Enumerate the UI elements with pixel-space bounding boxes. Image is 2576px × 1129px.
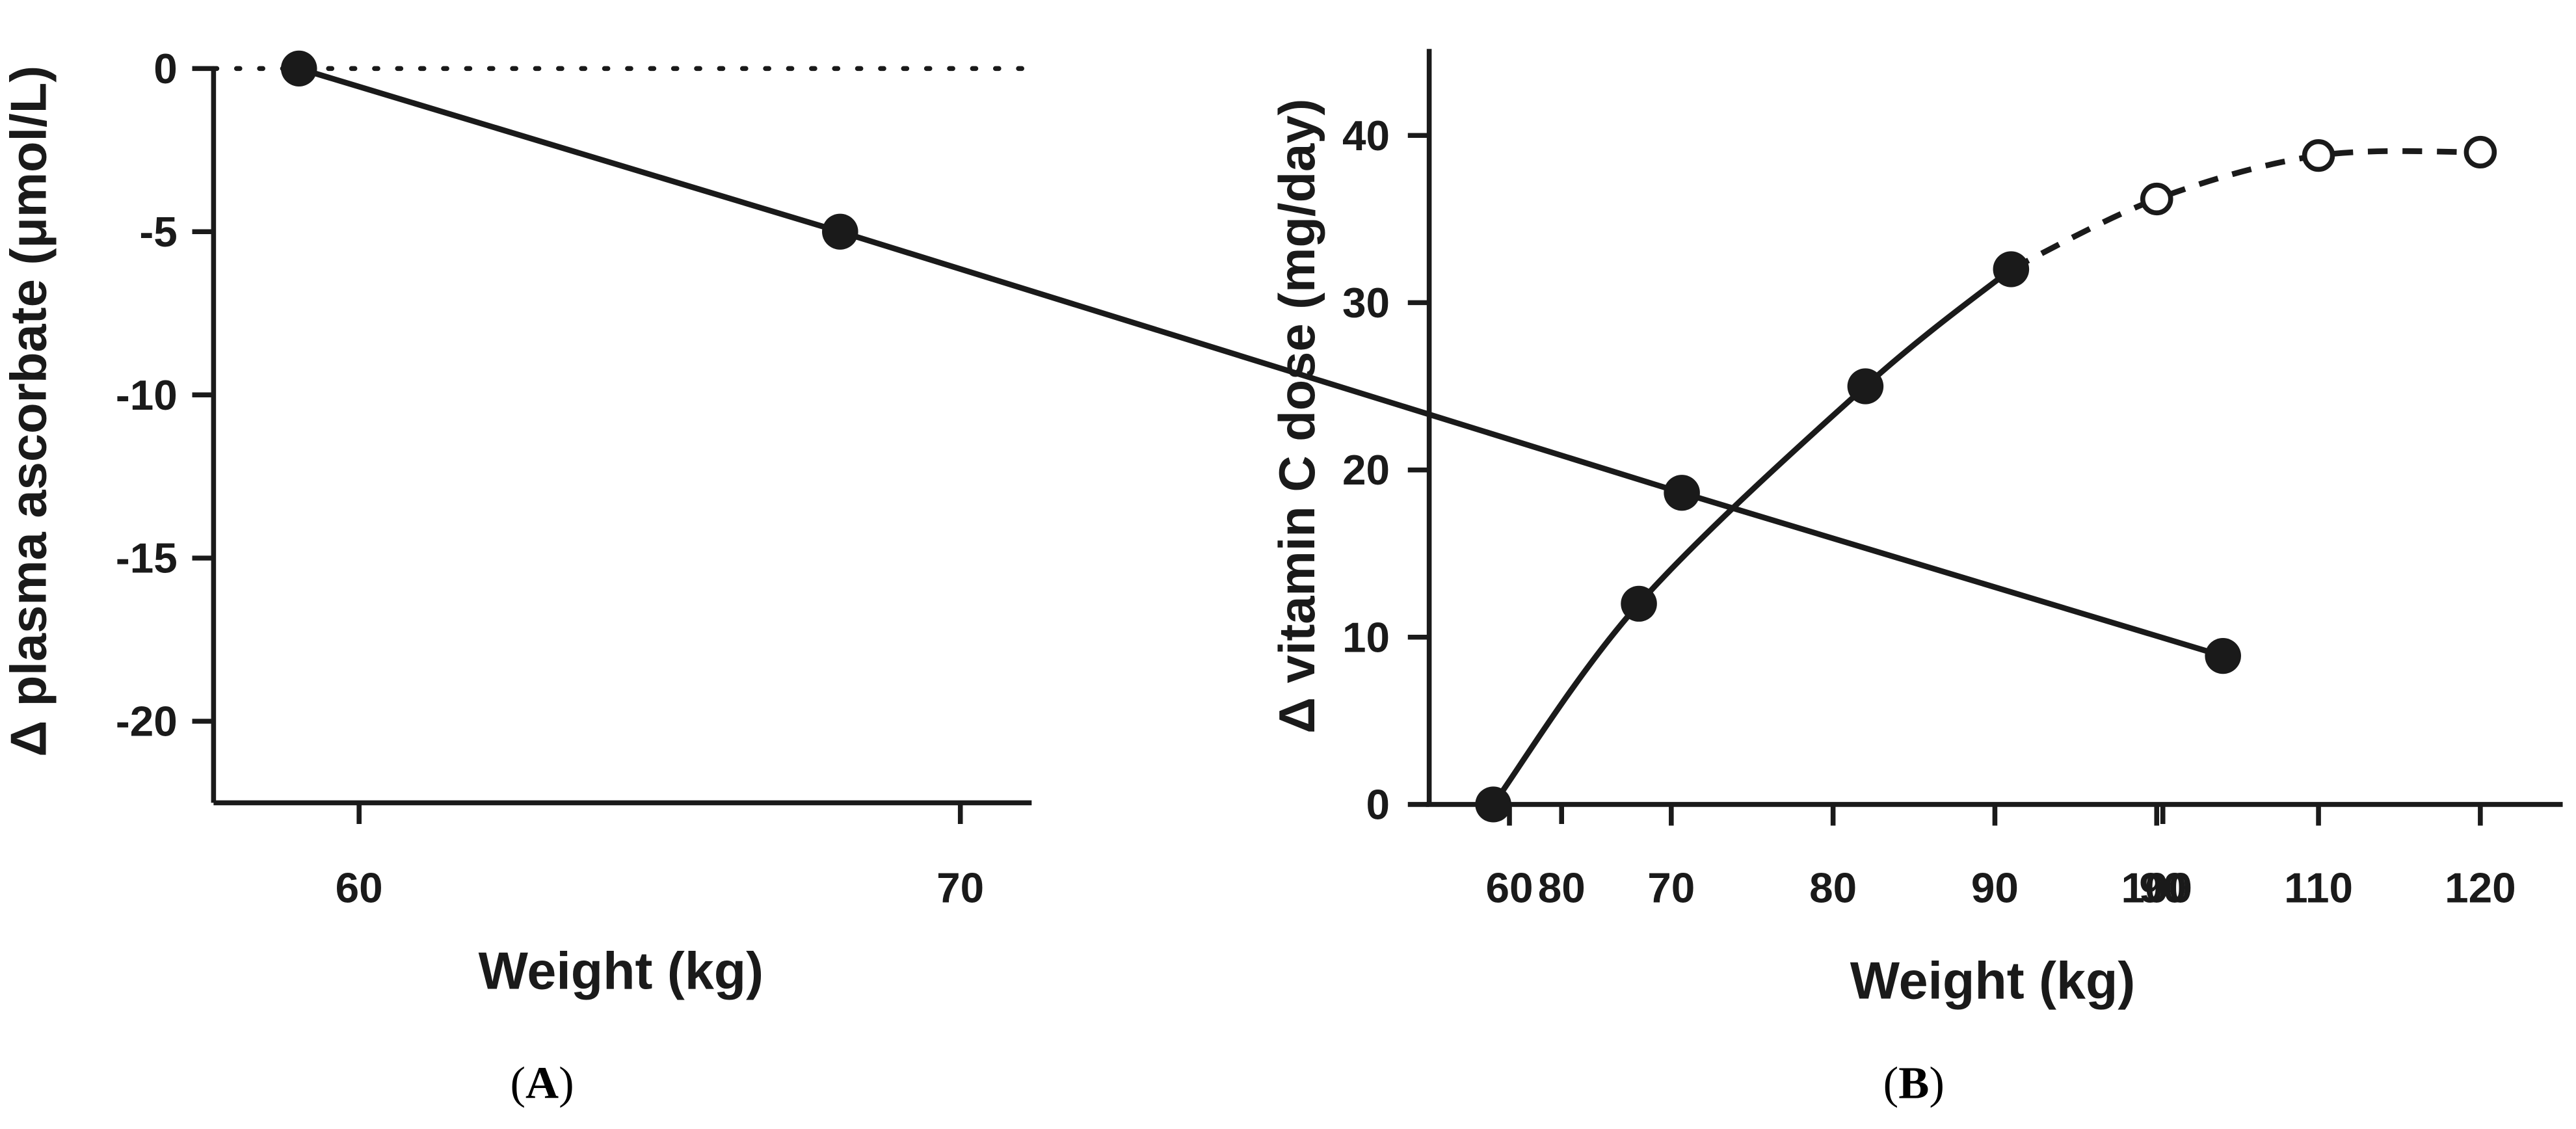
data-point [1621,585,1657,622]
y-tick-label: 40 [1342,112,1390,159]
panel-label: (B) [1883,1058,1945,1109]
x-tick-label: 80 [1538,864,1586,912]
series-line-extrapolated [2010,148,2480,272]
series-line-measured [298,66,2224,659]
y-tick-label: 20 [1342,446,1390,494]
x-tick-label: 100 [2121,864,2192,912]
data-point-open [2302,139,2335,172]
x-tick-label: 70 [936,864,984,912]
data-point [1475,786,1511,823]
series-line-measured [1491,267,2013,806]
data-point [1993,251,2030,287]
y-tick-label: -10 [116,371,178,419]
x-tick-label: 120 [2445,864,2516,912]
x-tick-label: 110 [2284,864,2353,912]
y-tick-label: 0 [1366,781,1390,829]
data-point [280,50,317,86]
y-tick-label: 10 [1342,614,1390,661]
chart-root: 60 70 80 90 0 -5 -10 -15 -20 Weight (kg) Δ plasma … [0,45,2563,1109]
x-tick-label: 60 [1485,864,1533,912]
x-tick-label: 80 [1809,864,1857,912]
data-point [1664,475,1700,511]
x-tick-label: 90 [1971,864,2019,912]
chart-panel-a: 60 70 80 90 0 -5 -10 -15 -20 Weight (kg) Δ plasma … [0,45,2241,1109]
y-tick-label: -5 [139,208,177,256]
x-tick-label: 60 [336,864,383,912]
x-tick-label: 90 [2139,864,2186,912]
data-point [822,213,858,250]
y-tick-label: 30 [1342,279,1390,326]
data-point-open [2140,182,2173,216]
x-tick-label: 70 [1647,864,1695,912]
y-axis-title: Δ plasma ascorbate (μmol/L) [0,66,57,757]
y-tick-label: -15 [116,535,178,582]
panel-label: (A) [510,1058,574,1109]
x-axis-title: Weight (kg) [479,942,764,1001]
data-point [2205,638,2241,674]
x-axis-title: Weight (kg) [1850,952,2135,1011]
y-tick-label: -20 [116,698,178,745]
y-tick-label: 0 [153,45,178,92]
data-point-open [2463,135,2497,169]
y-axis-title: Δ vitamin C dose (mg/day) [1268,99,1325,734]
data-point [1847,368,1884,405]
